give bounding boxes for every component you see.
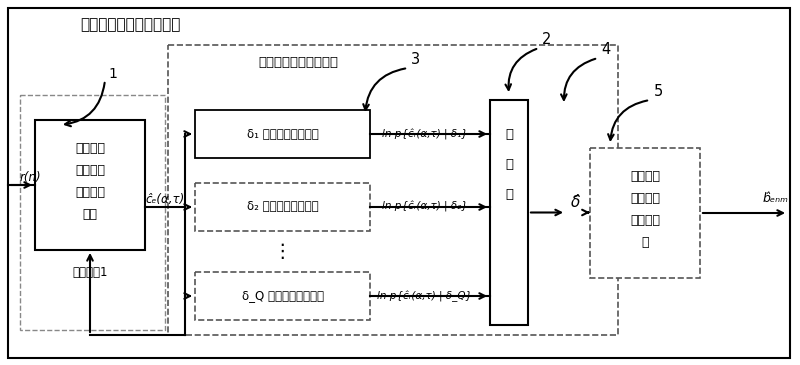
Text: ln p{ĉᵣ(α,τ) | δ₁}: ln p{ĉᵣ(α,τ) | δ₁}	[382, 128, 468, 139]
Text: 元: 元	[642, 235, 649, 249]
Text: δ̂: δ̂	[571, 195, 581, 210]
Bar	[195, 183, 370, 231]
Text: δ₁ 似然函数处理单元: δ₁ 似然函数处理单元	[246, 127, 318, 141]
Text: 循环调制: 循环调制	[630, 169, 660, 182]
Text: 3: 3	[410, 53, 419, 68]
Bar	[35, 120, 145, 250]
Text: 大: 大	[505, 158, 513, 172]
Text: 最: 最	[505, 128, 513, 142]
Text: 值: 值	[505, 188, 513, 201]
Bar	[490, 100, 528, 325]
Text: 计值处理: 计值处理	[75, 185, 105, 199]
Bar	[195, 110, 370, 158]
Text: b̂ₑₙₘ: b̂ₑₙₘ	[762, 192, 788, 205]
Text: 输入参数1: 输入参数1	[72, 265, 108, 278]
Text: 矢量解映: 矢量解映	[630, 192, 660, 204]
Text: 5: 5	[654, 85, 662, 100]
Text: ĉₑ(α,τ): ĉₑ(α,τ)	[146, 192, 185, 205]
Text: δ₂ 似然函数处理单元: δ₂ 似然函数处理单元	[246, 200, 318, 214]
Bar	[195, 272, 370, 320]
Bar	[590, 148, 700, 278]
Text: 谱域通信信号的解调系统: 谱域通信信号的解调系统	[80, 18, 180, 32]
Text: 关函数估: 关函数估	[75, 164, 105, 177]
Text: 射处理单: 射处理单	[630, 214, 660, 227]
Text: ln p{ĉᵣ(α,τ) | δ₂}: ln p{ĉᵣ(α,τ) | δ₂}	[382, 201, 468, 212]
Text: ⋮: ⋮	[273, 242, 292, 261]
Bar	[20, 95, 165, 330]
Text: 1: 1	[109, 67, 118, 81]
Text: 循环自相: 循环自相	[75, 142, 105, 154]
Text: 4: 4	[602, 42, 610, 58]
Text: r(n): r(n)	[20, 172, 42, 184]
Text: ln p{ĉᵣ(α,τ) | δ_Q}: ln p{ĉᵣ(α,τ) | δ_Q}	[378, 290, 473, 302]
Bar	[168, 45, 618, 335]
Text: 单元: 单元	[82, 207, 98, 220]
Text: 循环延时检测处理单元: 循环延时检测处理单元	[258, 57, 338, 69]
Text: δ_Q 似然函数处理单元: δ_Q 似然函数处理单元	[242, 289, 323, 303]
Text: 2: 2	[542, 32, 552, 47]
